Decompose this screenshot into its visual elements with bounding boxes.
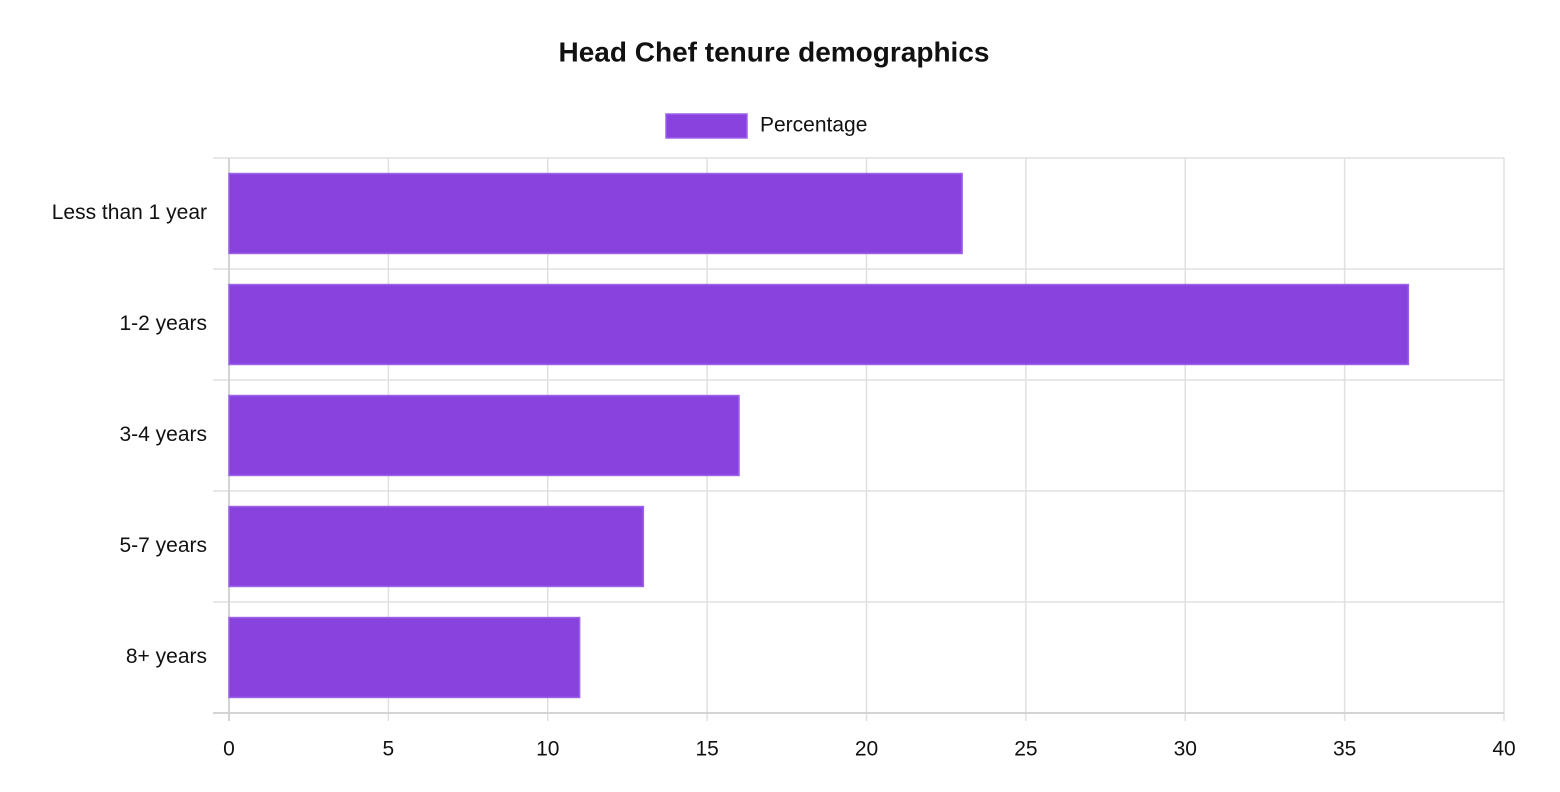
chart-title: Head Chef tenure demographics: [559, 36, 990, 67]
y-tick-label: 8+ years: [126, 645, 207, 668]
y-tick-label: 3-4 years: [119, 423, 207, 446]
y-tick-label: 1-2 years: [119, 312, 207, 335]
y-tick-label: Less than 1 year: [52, 201, 207, 224]
x-tick-label: 15: [695, 738, 718, 761]
x-tick-label: 5: [383, 738, 395, 761]
x-tick-label: 40: [1492, 738, 1515, 761]
bar: [228, 283, 1410, 366]
x-tick-label: 30: [1174, 738, 1197, 761]
legend-swatch: [665, 113, 748, 139]
x-tick-label: 10: [536, 738, 559, 761]
bar: [228, 505, 645, 588]
legend-label: Percentage: [760, 114, 867, 137]
x-tick-label: 25: [1014, 738, 1037, 761]
x-tick-label: 0: [223, 738, 235, 761]
bar: [228, 172, 963, 255]
y-tick-label: 5-7 years: [119, 534, 207, 557]
bar: [228, 394, 740, 477]
x-tick-label: 20: [855, 738, 878, 761]
x-tick-label: 35: [1333, 738, 1356, 761]
bar: [228, 616, 581, 699]
